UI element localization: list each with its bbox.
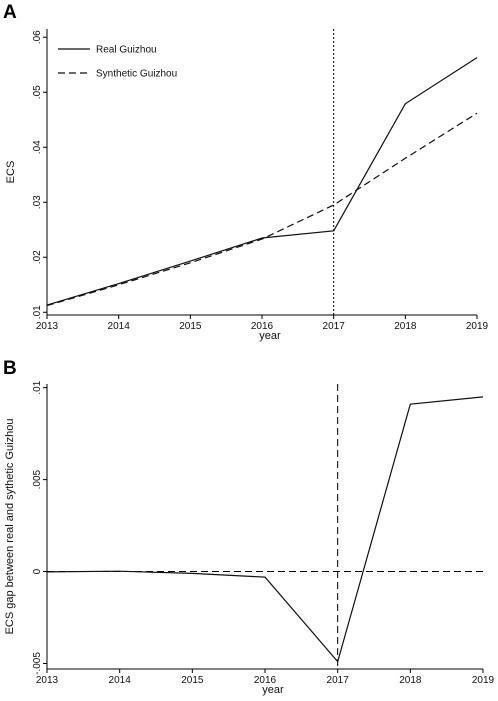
- x-axis-title: year: [259, 330, 281, 342]
- x-tick-label: 2015: [181, 675, 204, 686]
- series-line: [46, 112, 478, 307]
- y-tick-label: .04: [32, 140, 43, 154]
- x-tick-label: 2013: [36, 321, 59, 332]
- series-line: [46, 396, 484, 663]
- y-tick-label: .06: [32, 30, 43, 44]
- x-tick-label: 2017: [323, 321, 346, 332]
- x-tick-label: 2015: [179, 321, 202, 332]
- x-tick-label: 2013: [36, 675, 59, 686]
- x-tick-label: 2018: [394, 321, 417, 332]
- x-tick-label: 2014: [108, 321, 131, 332]
- x-tick-label: 2019: [466, 321, 489, 332]
- x-tick-label: 2014: [109, 675, 132, 686]
- y-tick-label: .01: [32, 305, 43, 319]
- y-tick-label: -.005: [32, 652, 43, 675]
- y-tick-label: 0: [32, 568, 43, 574]
- y-axis-title: ECS: [5, 161, 17, 184]
- y-tick-label: .02: [32, 250, 43, 264]
- y-tick-label: .005: [32, 469, 43, 489]
- x-axis-title: year: [262, 684, 284, 696]
- y-axis-title: ECS gap between real and sythetic Guizho…: [4, 419, 16, 635]
- panel-label: A: [3, 2, 17, 23]
- x-tick-label: 2019: [472, 675, 495, 686]
- y-tick-label: .05: [32, 85, 43, 99]
- y-tick-label: .03: [32, 195, 43, 209]
- x-tick-label: 2016: [251, 321, 274, 332]
- x-tick-label: 2016: [254, 675, 277, 686]
- x-tick-label: 2017: [327, 675, 350, 686]
- x-tick-label: 2018: [399, 675, 422, 686]
- legend-label: Real Guizhou: [96, 45, 157, 56]
- y-tick-label: .01: [32, 380, 43, 394]
- legend-label: Synthetic Guizhou: [96, 69, 177, 80]
- panel-label: B: [3, 358, 17, 379]
- series-line: [46, 57, 478, 306]
